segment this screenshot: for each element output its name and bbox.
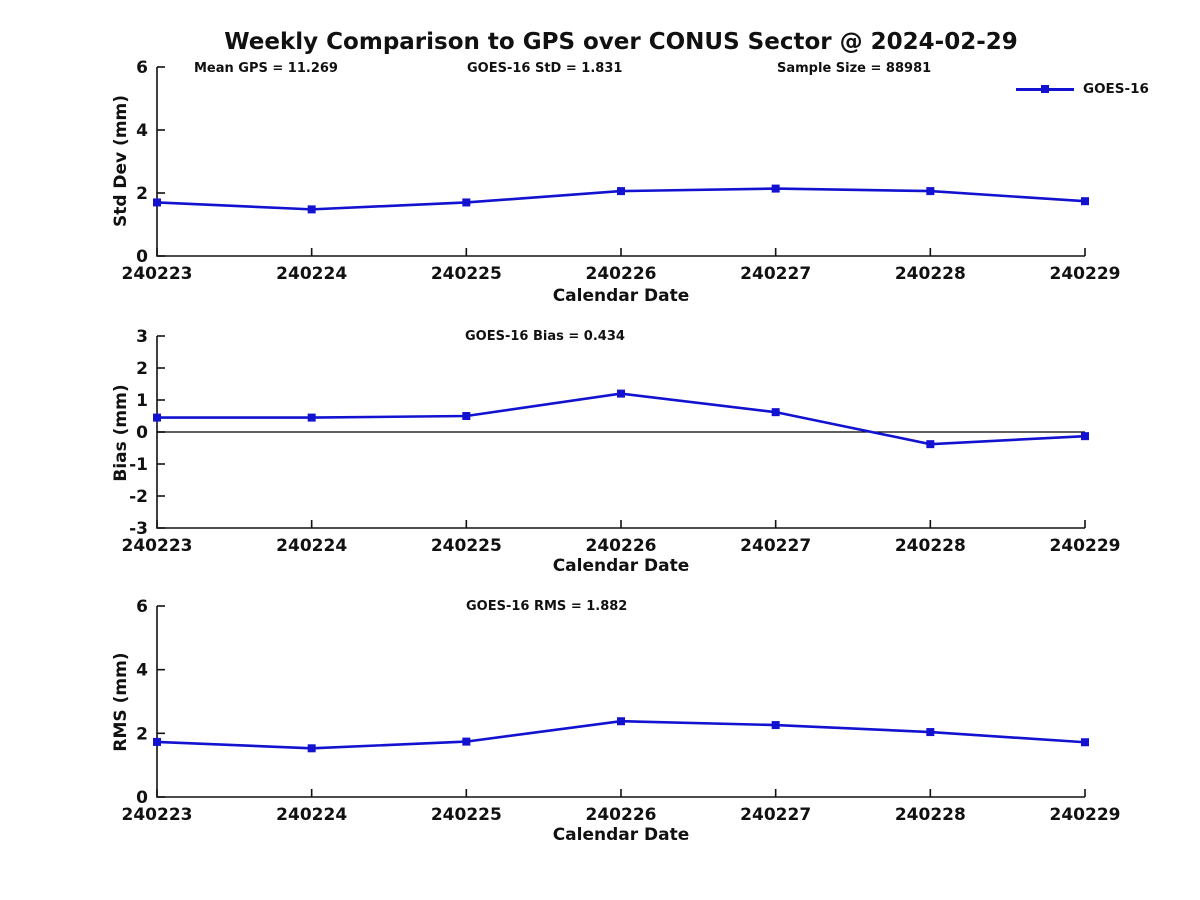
data-point-marker [771,721,780,730]
y-tick-label: 6 [136,597,148,617]
annotation-sample-size: Sample Size = 88981 [777,61,932,76]
subplot-bias: -3 -2 -1 0 1 2 3 240223 240224 240225 240226 240227… [122,327,1121,556]
y-tick-label: 0 [136,247,148,267]
x-tick-label: 240228 [895,264,966,284]
x-tick-label: 240223 [122,805,193,825]
x-tick-label: 240225 [431,264,502,284]
data-point-marker [926,187,935,196]
x-tick-label: 240229 [1050,805,1121,825]
data-point-marker [462,737,471,746]
x-axis-label-std-dev: Calendar Date [552,286,690,306]
x-axis-label-bias: Calendar Date [552,556,690,576]
x-tick-label: 240227 [740,264,811,284]
data-point-marker [617,187,625,196]
y-tick-label: 2 [136,184,148,204]
subplot-std-dev: 0 2 4 6 240223 240224 240225 240226 240227 240228… [122,58,1121,284]
x-tick-label: 240227 [740,805,811,825]
data-point-marker [771,184,780,193]
y-tick-label: 2 [136,359,148,379]
figure-title: Weekly Comparison to GPS over CONUS Sect… [224,29,1018,55]
x-tick-label: 240224 [276,536,347,556]
y-tick-label: 2 [136,724,148,744]
data-point-marker [153,198,161,207]
y-tick-label: 0 [136,788,148,808]
y-tick-label: 4 [136,661,148,681]
annotation-goes16-rms: GOES-16 RMS = 1.882 [466,599,628,614]
annotation-goes16-std: GOES-16 StD = 1.831 [467,61,623,76]
series-line-GOES-16 [157,392,1086,446]
x-tick-label: 240224 [276,264,347,284]
subplot-rms: 0 2 4 6 240223 240224 240225 240226 240227 240228… [122,597,1121,825]
y-tick-label: 3 [136,327,148,347]
data-point-marker [307,205,316,214]
data-point-marker [1081,197,1089,206]
axis-spines [156,67,1085,257]
data-point-marker [1081,738,1089,747]
data-point-marker [462,198,471,207]
y-axis-label-std-dev: Std Dev (mm) [111,94,131,228]
x-tick-label: 240223 [122,536,193,556]
x-tick-label: 240228 [895,536,966,556]
y-tick-label: -2 [129,487,148,507]
data-point-marker [1081,432,1089,441]
y-tick-label: -1 [129,455,148,475]
data-point-marker [617,389,625,398]
x-tick-label: 240224 [276,805,347,825]
data-point-marker [771,408,780,417]
legend-label: GOES-16 [1083,81,1149,97]
x-tick-label: 240229 [1050,264,1121,284]
data-point-marker [307,413,316,422]
legend-square-marker-icon [1041,85,1049,93]
data-point-marker [462,412,471,420]
x-tick-label: 240228 [895,805,966,825]
data-point-marker [307,744,316,753]
annotation-goes16-bias: GOES-16 Bias = 0.434 [465,329,625,344]
y-tick-label: 1 [136,391,148,411]
data-point-marker [153,737,161,746]
y-tick-label: 6 [136,58,148,78]
x-axis-label-rms: Calendar Date [552,825,690,845]
data-point-marker [926,728,935,737]
x-tick-label: 240229 [1050,536,1121,556]
y-tick-label: 4 [136,121,148,141]
y-tick-label: 0 [136,423,148,443]
axis-spines [156,606,1085,798]
data-point-marker [926,440,935,449]
x-tick-label: 240223 [122,264,193,284]
series-line-GOES-16 [156,719,1086,750]
y-axis-label-bias: Bias (mm) [111,384,131,482]
legend-line-sample [1016,85,1074,93]
x-tick-label: 240225 [431,536,502,556]
x-tick-label: 240226 [586,536,657,556]
data-point-marker [617,717,625,726]
x-tick-label: 240226 [586,805,657,825]
annotation-mean-gps: Mean GPS = 11.269 [194,61,338,76]
x-tick-label: 240225 [431,805,502,825]
data-point-marker [153,413,161,422]
y-tick-label: -3 [129,519,148,539]
x-tick-label: 240226 [586,264,657,284]
x-tick-label: 240227 [740,536,811,556]
y-axis-label-rms: RMS (mm) [111,652,131,752]
legend: GOES-16 [1016,81,1149,97]
